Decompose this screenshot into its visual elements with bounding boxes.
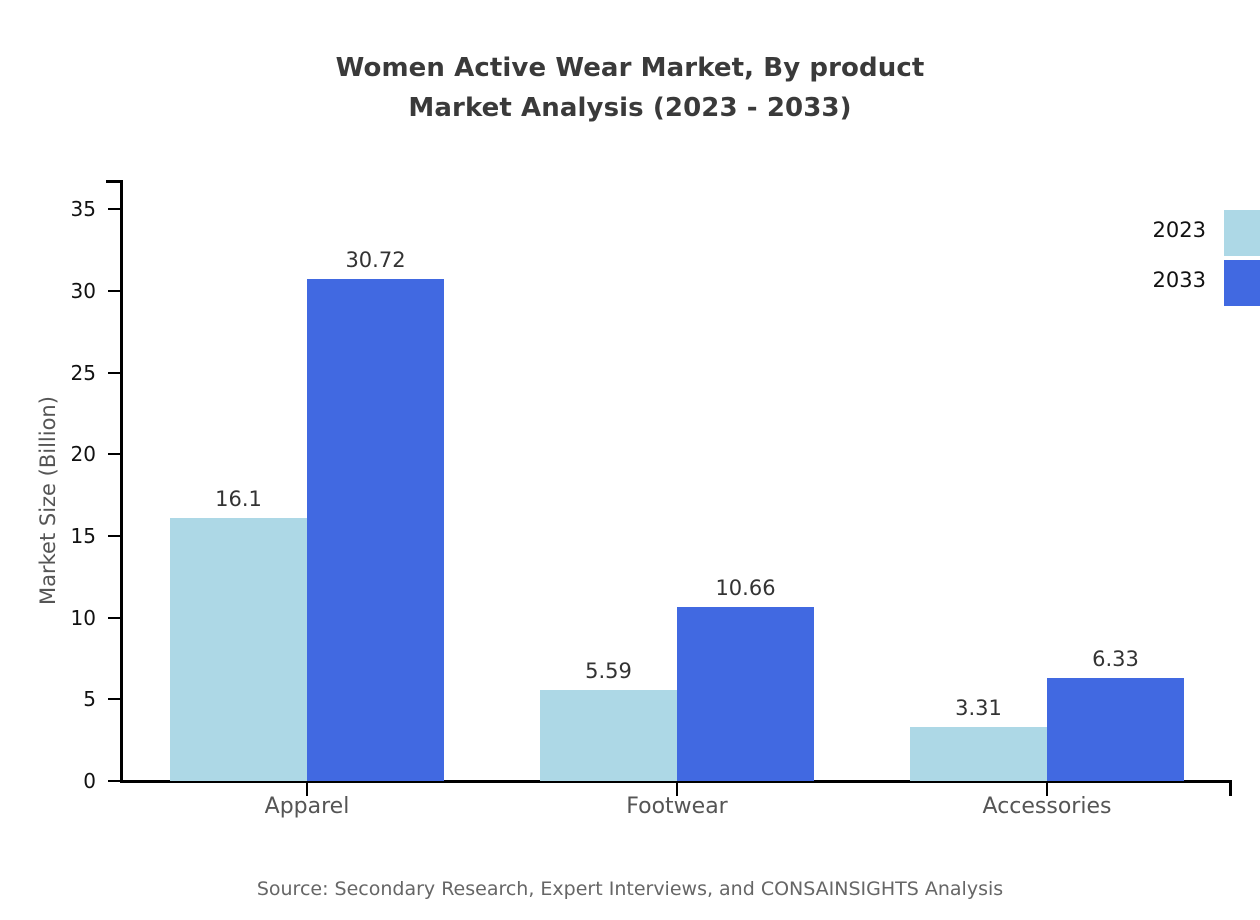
bar-value-label-footwear-2023: 5.59: [585, 658, 632, 683]
legend-label-2023: 2023: [1152, 218, 1206, 242]
y-axis-tick: [108, 535, 121, 538]
chart-title-line1: Women Active Wear Market, By product: [335, 53, 925, 83]
legend: 2023 2033: [1130, 210, 1260, 310]
source-note: Source: Secondary Research, Expert Inter…: [256, 878, 1004, 900]
y-axis-top-cap: [106, 180, 123, 183]
y-axis-tick-label: 15: [70, 524, 96, 549]
y-axis-tick: [108, 780, 121, 782]
y-axis-tick: [108, 616, 121, 619]
y-axis-tick-label: 25: [70, 360, 96, 385]
page-title: Women Active Wear Market, By product Mar…: [0, 48, 1260, 128]
y-axis-tick: [108, 453, 121, 456]
y-axis-tick-label: 5: [83, 687, 96, 712]
y-axis-tick: [108, 290, 121, 293]
legend-item-2023[interactable]: 2023: [1130, 210, 1260, 256]
y-axis-tick-label: 10: [70, 605, 96, 630]
y-axis-spine: [120, 180, 123, 783]
y-axis-tick-label: 35: [70, 197, 96, 222]
legend-swatch-2023: [1224, 210, 1260, 256]
y-axis-tick-label: 30: [70, 279, 96, 304]
x-axis-category-label-accessories: Accessories: [982, 794, 1112, 819]
y-axis-tick: [108, 371, 121, 374]
bar-apparel-2023[interactable]: [170, 518, 307, 781]
bar-value-label-apparel-2033: 30.72: [345, 248, 406, 273]
bar-value-label-footwear-2033: 10.66: [715, 575, 776, 600]
legend-label-2033: 2033: [1152, 268, 1206, 292]
bar-footwear-2023[interactable]: [540, 689, 677, 781]
y-axis-tick: [108, 208, 121, 211]
legend-item-2033[interactable]: 2033: [1130, 260, 1260, 306]
x-axis-tick: [306, 783, 308, 796]
y-axis-title: Market Size (Billion): [36, 396, 60, 605]
legend-swatch-2033: [1224, 260, 1260, 306]
bar-value-label-accessories-2033: 6.33: [1092, 646, 1139, 671]
x-axis-right-cap: [1229, 780, 1232, 796]
y-axis-tick-label: 0: [83, 769, 96, 793]
bar-footwear-2033[interactable]: [677, 606, 814, 781]
x-axis-category-label-apparel: Apparel: [264, 794, 350, 819]
x-axis-spine: [120, 780, 1232, 783]
bar-accessories-2023[interactable]: [910, 726, 1047, 781]
bar-apparel-2033[interactable]: [307, 279, 444, 781]
bar-accessories-2033[interactable]: [1047, 677, 1184, 781]
y-axis-tick-label: 20: [70, 442, 96, 467]
x-axis-tick: [676, 783, 678, 796]
bar-value-label-apparel-2023: 16.1: [215, 487, 262, 512]
y-axis-tick: [108, 698, 121, 701]
x-axis-tick: [1046, 783, 1048, 796]
chart-title-line2: Market Analysis (2023 - 2033): [408, 93, 852, 123]
x-axis-category-label-footwear: Footwear: [626, 794, 728, 819]
bar-value-label-accessories-2023: 3.31: [955, 695, 1002, 720]
